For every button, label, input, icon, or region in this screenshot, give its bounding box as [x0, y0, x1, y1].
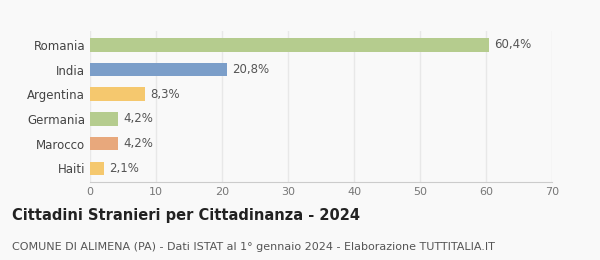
Bar [90, 63, 227, 76]
Text: 4,2%: 4,2% [123, 137, 153, 150]
Bar [90, 137, 118, 151]
Text: 20,8%: 20,8% [233, 63, 269, 76]
Text: 8,3%: 8,3% [150, 88, 179, 101]
Bar [90, 87, 145, 101]
Bar [90, 38, 488, 52]
Text: 60,4%: 60,4% [494, 38, 531, 51]
Bar [90, 112, 118, 126]
Bar [90, 161, 104, 175]
Text: COMUNE DI ALIMENA (PA) - Dati ISTAT al 1° gennaio 2024 - Elaborazione TUTTITALIA: COMUNE DI ALIMENA (PA) - Dati ISTAT al 1… [12, 242, 495, 252]
Text: Cittadini Stranieri per Cittadinanza - 2024: Cittadini Stranieri per Cittadinanza - 2… [12, 208, 360, 223]
Text: 2,1%: 2,1% [109, 162, 139, 175]
Text: 4,2%: 4,2% [123, 113, 153, 126]
